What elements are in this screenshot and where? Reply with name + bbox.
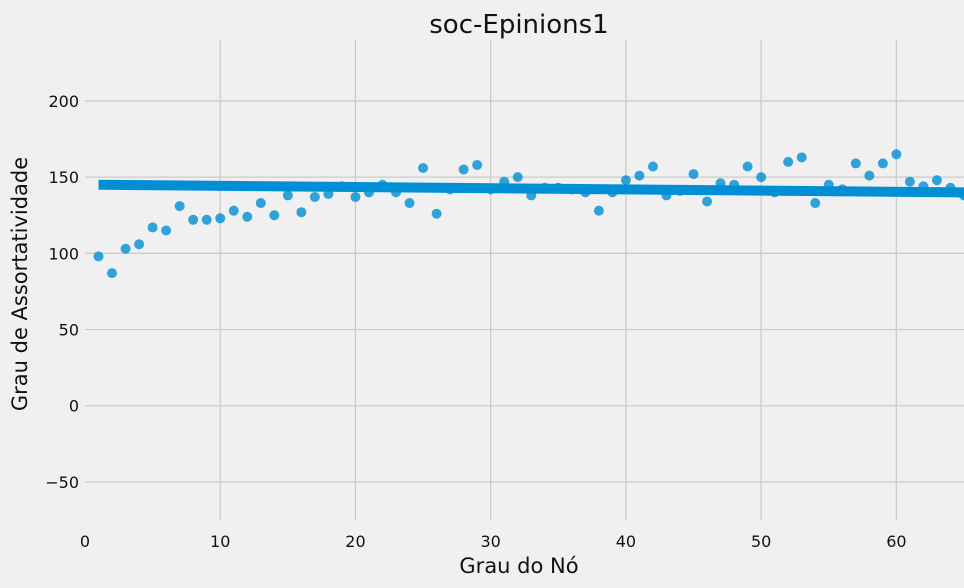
chart-title: soc-Epinions1 [429, 10, 608, 40]
x-tick-label: 10 [210, 532, 230, 551]
data-point [634, 170, 645, 181]
data-point [309, 191, 320, 202]
y-tick-label: 150 [48, 168, 79, 187]
x-axis-label: Grau do Nó [459, 554, 578, 578]
data-point [201, 214, 212, 225]
y-tick-label: 100 [48, 244, 79, 263]
data-point [336, 181, 347, 192]
y-tick-label: −50 [45, 473, 79, 492]
x-tick-label: 50 [751, 532, 771, 551]
data-point [120, 243, 131, 254]
data-point [134, 239, 145, 250]
data-point [161, 225, 172, 236]
regression-line [98, 179, 964, 198]
data-point [688, 169, 699, 180]
data-point [485, 184, 496, 195]
data-point [215, 213, 226, 224]
data-point [458, 164, 469, 175]
data-point [810, 198, 821, 209]
data-point [418, 163, 429, 173]
y-axis-label: Grau de Assortatividade [8, 157, 32, 411]
data-point [891, 149, 902, 160]
data-point [607, 187, 618, 198]
data-point [255, 198, 266, 209]
data-point [729, 179, 740, 190]
data-point [377, 179, 388, 190]
data-point [904, 176, 915, 187]
data-point [837, 184, 848, 195]
data-point [282, 190, 293, 201]
y-tick-label: 200 [48, 92, 79, 111]
data-point [228, 205, 239, 216]
y-tick-label: 0 [69, 397, 79, 416]
data-point [553, 182, 564, 193]
grid-lines [85, 40, 964, 520]
data-point [742, 161, 753, 172]
data-point [783, 156, 794, 167]
data-point [593, 205, 604, 216]
data-point [242, 211, 253, 222]
data-point [702, 196, 713, 207]
data-point [512, 172, 523, 183]
data-point [675, 185, 686, 196]
data-point [296, 207, 307, 218]
data-point [269, 210, 280, 221]
data-point [445, 184, 456, 195]
data-point [93, 251, 104, 262]
data-point [945, 182, 956, 193]
data-point [472, 159, 483, 170]
data-point [620, 175, 631, 186]
y-tick-labels: −50 0 50 100 150 200 [45, 92, 79, 492]
data-point [877, 158, 888, 169]
x-tick-labels: 0 10 20 30 40 50 60 [80, 532, 907, 551]
data-point [526, 190, 537, 201]
data-point [363, 187, 374, 198]
data-point [931, 175, 942, 186]
data-point [823, 179, 834, 190]
data-point [147, 222, 158, 233]
data-point [404, 198, 415, 209]
x-tick-label: 0 [80, 532, 90, 551]
data-point [864, 170, 875, 181]
data-point [539, 182, 550, 193]
y-tick-label: 50 [59, 321, 79, 340]
data-point [499, 176, 510, 187]
data-point [756, 172, 767, 183]
data-point [107, 268, 118, 279]
data-point [188, 214, 199, 225]
data-point [323, 188, 334, 199]
regression-line-group [98, 179, 964, 198]
x-tick-label: 60 [886, 532, 906, 551]
data-point [769, 187, 780, 198]
data-point [391, 187, 402, 198]
data-point [850, 158, 861, 169]
x-tick-label: 40 [616, 532, 636, 551]
data-point [647, 161, 658, 172]
data-point [350, 191, 361, 202]
data-point [174, 201, 185, 212]
data-point [796, 152, 807, 163]
data-point [959, 190, 964, 201]
data-points [93, 149, 964, 279]
data-point [918, 181, 929, 192]
x-tick-label: 30 [481, 532, 501, 551]
data-point [566, 184, 577, 195]
x-tick-label: 20 [345, 532, 365, 551]
data-point [580, 187, 591, 198]
data-point [431, 208, 442, 219]
data-point [661, 190, 672, 201]
data-point [715, 178, 726, 189]
